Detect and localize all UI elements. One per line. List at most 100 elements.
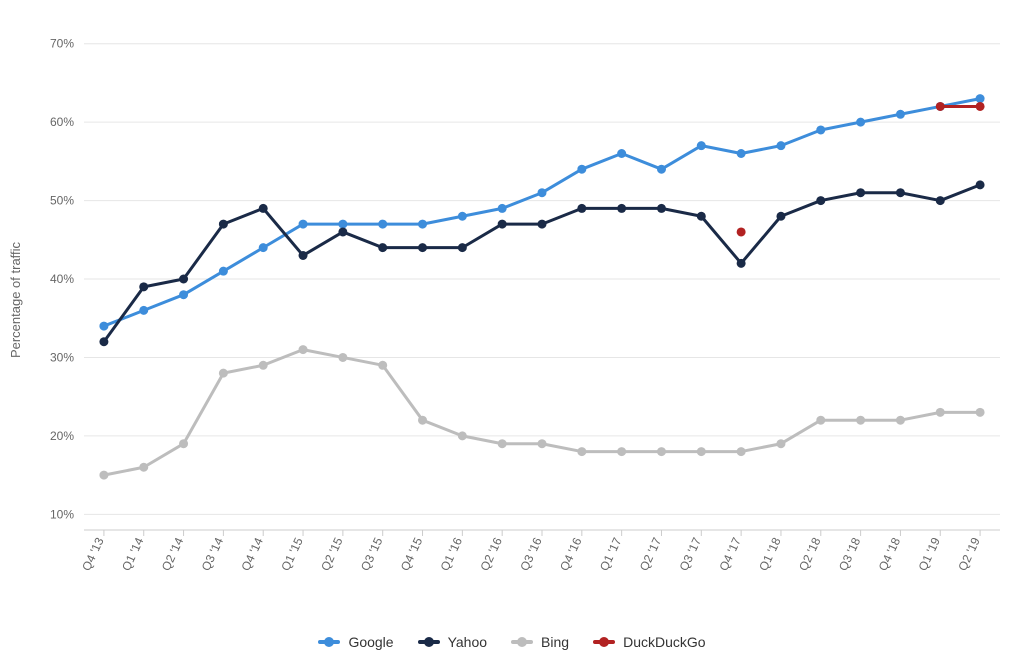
legend-item[interactable]: DuckDuckGo [593,634,705,650]
y-axis-title: Percentage of traffic [8,242,23,358]
legend-swatch [593,640,615,644]
data-point[interactable] [936,102,945,111]
data-point[interactable] [179,275,188,284]
data-point[interactable] [179,439,188,448]
data-point[interactable] [299,220,308,229]
data-point[interactable] [896,188,905,197]
y-tick-label: 70% [50,37,74,51]
data-point[interactable] [378,361,387,370]
data-point[interactable] [816,125,825,134]
x-tick-label: Q1 '14 [119,535,147,573]
data-point[interactable] [99,322,108,331]
data-point[interactable] [219,267,228,276]
x-tick-label: Q2 '14 [159,535,187,573]
data-point[interactable] [697,212,706,221]
data-point[interactable] [737,447,746,456]
data-point[interactable] [538,220,547,229]
data-point[interactable] [617,447,626,456]
data-point[interactable] [219,220,228,229]
data-point[interactable] [697,141,706,150]
legend-label: Yahoo [448,634,487,650]
data-point[interactable] [179,290,188,299]
data-point[interactable] [976,408,985,417]
data-point[interactable] [458,243,467,252]
data-point[interactable] [896,110,905,119]
data-point[interactable] [657,447,666,456]
data-point[interactable] [816,196,825,205]
data-point[interactable] [99,471,108,480]
data-point[interactable] [99,337,108,346]
data-point[interactable] [259,204,268,213]
y-tick-label: 40% [50,272,74,286]
data-point[interactable] [657,204,666,213]
x-tick-label: Q1 '19 [916,535,944,573]
legend-label: Google [348,634,393,650]
x-tick-label: Q4 '15 [398,535,426,573]
data-point[interactable] [259,243,268,252]
data-point[interactable] [338,353,347,362]
data-point[interactable] [418,243,427,252]
data-point[interactable] [538,439,547,448]
data-point[interactable] [776,141,785,150]
x-tick-label: Q4 '14 [238,535,266,573]
x-tick-label: Q1 '16 [438,535,466,573]
x-tick-label: Q4 '17 [716,535,744,573]
data-point[interactable] [657,165,666,174]
line-chart-svg: 10%20%30%40%50%60%70%Q4 '13Q1 '14Q2 '14Q… [0,0,1024,656]
data-point[interactable] [378,243,387,252]
legend-item[interactable]: Bing [511,634,569,650]
data-point[interactable] [219,369,228,378]
data-point[interactable] [378,220,387,229]
data-point[interactable] [976,102,985,111]
data-point[interactable] [139,463,148,472]
legend-item[interactable]: Google [318,634,393,650]
data-point[interactable] [856,188,865,197]
data-point[interactable] [737,149,746,158]
data-point[interactable] [737,227,746,236]
data-point[interactable] [139,282,148,291]
data-point[interactable] [617,204,626,213]
data-point[interactable] [896,416,905,425]
x-tick-label: Q1 '18 [756,535,784,573]
data-point[interactable] [856,416,865,425]
x-tick-label: Q4 '18 [876,535,904,573]
data-point[interactable] [936,408,945,417]
data-point[interactable] [776,212,785,221]
data-point[interactable] [418,220,427,229]
data-point[interactable] [458,431,467,440]
y-tick-label: 10% [50,507,74,521]
data-point[interactable] [299,251,308,260]
data-point[interactable] [458,212,467,221]
legend-item[interactable]: Yahoo [418,634,487,650]
data-point[interactable] [776,439,785,448]
data-point[interactable] [299,345,308,354]
x-tick-label: Q4 '16 [557,535,585,573]
x-tick-label: Q1 '17 [597,535,625,573]
data-point[interactable] [139,306,148,315]
data-point[interactable] [259,361,268,370]
data-point[interactable] [498,220,507,229]
data-point[interactable] [538,188,547,197]
y-tick-label: 30% [50,350,74,364]
x-tick-label: Q2 '16 [477,535,505,573]
data-point[interactable] [418,416,427,425]
data-point[interactable] [976,94,985,103]
data-point[interactable] [856,118,865,127]
data-point[interactable] [338,227,347,236]
data-point[interactable] [737,259,746,268]
data-point[interactable] [816,416,825,425]
data-point[interactable] [577,204,586,213]
data-point[interactable] [577,447,586,456]
x-tick-label: Q2 '18 [796,535,824,573]
x-tick-label: Q2 '17 [637,535,665,573]
legend: Google Yahoo Bing DuckDuckGo [0,631,1024,650]
data-point[interactable] [617,149,626,158]
data-point[interactable] [338,220,347,229]
data-point[interactable] [498,204,507,213]
data-point[interactable] [577,165,586,174]
x-tick-label: Q1 '15 [278,535,306,573]
data-point[interactable] [976,180,985,189]
data-point[interactable] [498,439,507,448]
data-point[interactable] [936,196,945,205]
data-point[interactable] [697,447,706,456]
